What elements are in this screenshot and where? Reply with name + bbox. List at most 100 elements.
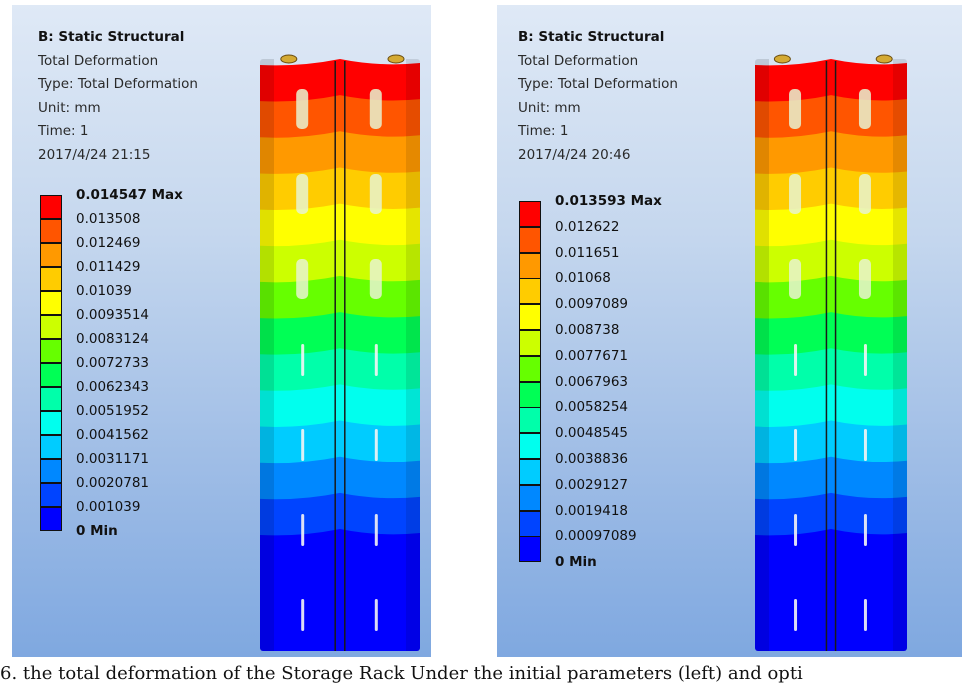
right-result-panel: B: Static Structural Total Deformation T… xyxy=(497,5,962,657)
perforation-slot xyxy=(374,344,378,376)
contour-band xyxy=(755,312,907,361)
legend-swatch xyxy=(519,226,541,253)
perforation-slot xyxy=(374,599,378,631)
bolt-cap xyxy=(875,54,893,64)
figure-caption: 6. the total deformation of the Storage … xyxy=(0,663,803,684)
perforation-slot xyxy=(369,259,382,299)
perforation-slot xyxy=(858,174,871,214)
legend-label: 0 Min xyxy=(555,554,597,571)
legend-label: 0.01039 xyxy=(76,283,132,299)
bolt-cap xyxy=(280,54,298,64)
legend-swatch xyxy=(519,201,541,227)
left-rack-column-model xyxy=(260,54,420,651)
legend-label: 0.0038836 xyxy=(555,451,629,467)
legend-label: 0 Min xyxy=(76,523,118,539)
legend-label: 0.0029127 xyxy=(555,476,629,493)
legend-label: 0.0048545 xyxy=(555,425,629,442)
legend-swatch xyxy=(40,459,62,483)
right-result-name: Total Deformation xyxy=(518,52,639,69)
perforation-slot xyxy=(794,514,798,546)
perforation-slot xyxy=(863,429,867,461)
contour-band xyxy=(755,492,907,541)
bolt-cap xyxy=(773,54,791,64)
legend-swatch xyxy=(40,339,62,363)
left-result-header: B: Static Structural Total Deformation T… xyxy=(38,26,278,167)
contour-band xyxy=(755,131,907,180)
perforation-slot xyxy=(301,429,305,461)
contour-band xyxy=(260,529,420,651)
legend-swatch xyxy=(40,411,62,435)
legend-label: 0.01068 xyxy=(555,270,611,287)
contour-band xyxy=(755,529,907,651)
contour-band xyxy=(755,203,907,252)
left-result-time: Time: 1 xyxy=(38,123,89,139)
legend-swatch xyxy=(519,304,541,331)
perforation-slot xyxy=(863,344,867,376)
legend-swatch xyxy=(40,363,62,387)
bolt-cap xyxy=(387,54,405,64)
legend-label: 0.0058254 xyxy=(555,399,629,416)
legend-label: 0.00097089 xyxy=(555,528,637,545)
legend-label: 0.0020781 xyxy=(76,475,150,491)
perforation-slot xyxy=(374,514,378,546)
perforation-slot xyxy=(863,599,867,631)
legend-swatch xyxy=(40,483,62,507)
contour-band xyxy=(260,456,420,505)
perforation-slot xyxy=(858,89,871,129)
contour-band xyxy=(260,203,420,252)
legend-label: 0.012469 xyxy=(76,235,141,251)
perforation-slot xyxy=(863,514,867,546)
legend-label: 0.0093514 xyxy=(76,307,150,323)
perforation-slot xyxy=(369,174,382,214)
perforation-slot xyxy=(794,599,798,631)
legend-swatch xyxy=(519,459,541,485)
legend-swatch xyxy=(519,355,541,382)
legend-label: 0.0062343 xyxy=(76,379,150,395)
contour-band xyxy=(260,312,420,361)
legend-swatch xyxy=(40,435,62,459)
perforation-slot xyxy=(301,514,305,546)
legend-label: 0.0051952 xyxy=(76,403,150,419)
left-result-date: 2017/4/24 21:15 xyxy=(38,146,151,163)
left-result-name: Total Deformation xyxy=(38,52,159,69)
right-rack-column-model xyxy=(755,54,907,651)
legend-label: 0.0067963 xyxy=(555,373,629,390)
legend-swatch xyxy=(519,407,541,434)
perforation-slot xyxy=(296,89,309,129)
legend-swatch xyxy=(40,291,62,315)
legend-swatch xyxy=(40,267,62,291)
legend-swatch xyxy=(40,507,62,531)
perforation-slot xyxy=(301,599,305,631)
contour-band xyxy=(260,131,420,180)
legend-label: 0.0097089 xyxy=(555,296,629,313)
legend-swatch xyxy=(40,243,62,267)
perforation-slot xyxy=(794,344,798,376)
legend-swatch xyxy=(519,381,541,408)
legend-label: 0.0083124 xyxy=(76,331,150,347)
left-analysis-title: B: Static Structural xyxy=(38,29,185,45)
legend-label: 0.0077671 xyxy=(555,347,629,364)
legend-label: 0.0041562 xyxy=(76,427,150,443)
legend-label: 0.0019418 xyxy=(555,502,629,519)
legend-swatch xyxy=(40,219,62,243)
legend-label: 0.011651 xyxy=(555,244,620,261)
left-result-panel: B: Static Structural Total Deformation T… xyxy=(12,5,431,657)
contour-band xyxy=(755,456,907,505)
perforation-slot xyxy=(301,344,305,376)
legend-label: 0.012622 xyxy=(555,218,620,235)
contour-band xyxy=(755,348,907,397)
right-result-time: Time: 1 xyxy=(518,123,569,139)
perforation-slot xyxy=(794,429,798,461)
legend-label: 0.001039 xyxy=(76,499,141,515)
contour-band xyxy=(260,420,420,469)
perforation-slot xyxy=(296,259,309,299)
legend-swatch xyxy=(519,484,541,511)
right-result-unit: Unit: mm xyxy=(518,99,581,116)
legend-label: 0.014547 Max xyxy=(76,187,183,203)
contour-band xyxy=(755,420,907,469)
legend-swatch xyxy=(519,252,541,279)
perforation-slot xyxy=(789,259,802,299)
legend-label: 0.0072733 xyxy=(76,355,150,371)
legend-swatch xyxy=(519,536,541,563)
legend-label: 0.013593 Max xyxy=(555,193,662,209)
